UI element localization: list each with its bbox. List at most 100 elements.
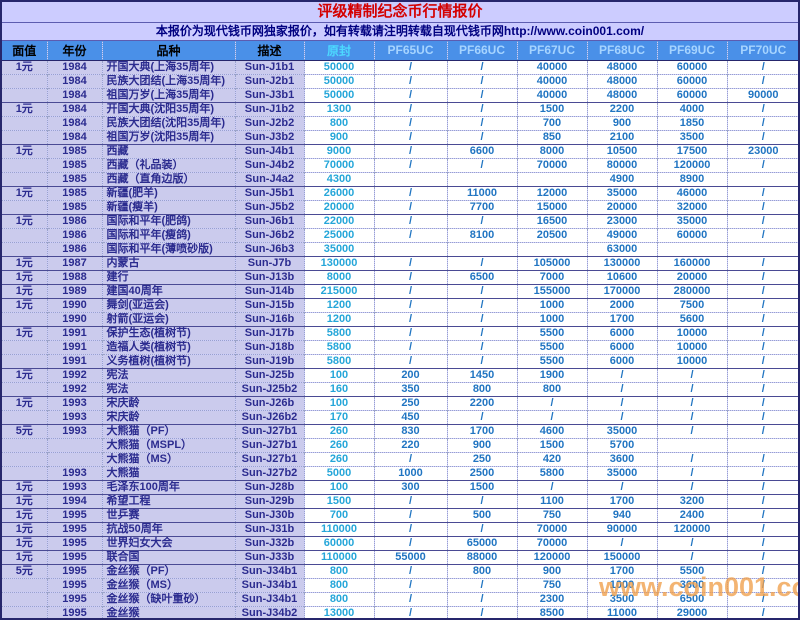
seal-price-cell: 800 xyxy=(303,591,374,606)
year-cell: 1986 xyxy=(46,213,102,228)
pf-price-cell: / xyxy=(446,409,517,424)
pf-price-cell: / xyxy=(373,73,447,88)
variety-cell: 舞剑(亚运会) xyxy=(101,297,235,312)
seal-price-cell: 4300 xyxy=(303,171,374,186)
variety-cell: 大熊猫（MSPL） xyxy=(101,437,235,452)
pf-price-cell: / xyxy=(446,157,517,172)
variety-cell: 宪法 xyxy=(101,367,235,382)
pf-price-cell: / xyxy=(446,283,517,298)
table-header-row: 面值 年份 品种 描述 原封 PF65UC PF66UC PF67UC PF68UC PF69UC… xyxy=(2,41,798,61)
table-row: 1986 国际和平年(薄喷砂版) Sun-J6b3 35000 63000 xyxy=(2,241,798,256)
pf-price-cell: 500 xyxy=(446,507,517,522)
pf-price-cell: 120000 xyxy=(516,549,587,564)
pf-price-cell xyxy=(726,171,798,186)
year-cell: 1992 xyxy=(46,381,102,396)
variety-cell: 民族大团结(沈阳35周年) xyxy=(101,115,235,130)
pf-price-cell: / xyxy=(373,535,447,550)
seal-price-cell: 800 xyxy=(303,563,374,578)
pf-price-cell xyxy=(516,171,587,186)
face-value-cell: 1元 xyxy=(2,395,47,410)
seal-price-cell: 5000 xyxy=(303,465,374,480)
pf-price-cell: / xyxy=(373,227,447,242)
pf-price-cell: 3200 xyxy=(656,493,727,508)
seal-price-cell: 25000 xyxy=(303,227,374,242)
table-row: 1元 1985 新疆(肥羊) Sun-J5b1 26000/11000 12000 3500… xyxy=(2,185,798,200)
variety-cell: 国际和平年(薄喷砂版) xyxy=(101,241,235,256)
pf-price-cell xyxy=(726,241,798,256)
pf-price-cell: / xyxy=(373,143,447,158)
face-value-cell xyxy=(2,115,47,130)
pf-price-cell: / xyxy=(516,479,587,494)
year-cell: 1995 xyxy=(46,577,102,592)
seal-price-cell: 1300 xyxy=(303,101,374,116)
variety-cell: 金丝猴（缺叶重砂） xyxy=(101,591,235,606)
pf-price-cell: / xyxy=(446,605,517,618)
face-value-cell xyxy=(2,157,47,172)
face-value-cell: 1元 xyxy=(2,325,47,340)
variety-cell: 宋庆龄 xyxy=(101,395,235,410)
pf-price-cell: / xyxy=(373,255,447,270)
table-row: 大熊猫（MS） Sun-J27b1 260/250 420 3600// xyxy=(2,451,798,466)
year-cell: 1985 xyxy=(46,185,102,200)
code-cell: Sun-J27b2 xyxy=(234,465,304,480)
pf-price-cell: 88000 xyxy=(446,549,517,564)
pf-price-cell: / xyxy=(446,339,517,354)
year-cell: 1985 xyxy=(46,171,102,186)
pf-price-cell: 11000 xyxy=(586,605,657,618)
year-cell: 1993 xyxy=(46,465,102,480)
year-cell: 1995 xyxy=(46,521,102,536)
pf-price-cell: / xyxy=(726,73,798,88)
face-value-cell: 1元 xyxy=(2,521,47,536)
code-cell: Sun-J27b1 xyxy=(234,451,304,466)
seal-price-cell: 9000 xyxy=(303,143,374,158)
year-cell: 1992 xyxy=(46,367,102,382)
variety-cell: 西藏（礼品装） xyxy=(101,157,235,172)
face-value-cell: 1元 xyxy=(2,185,47,200)
code-cell: Sun-J26b xyxy=(234,395,304,410)
pf-price-cell: 1450 xyxy=(446,367,517,382)
year-cell: 1993 xyxy=(46,395,102,410)
column-header-8: PF67UC xyxy=(516,41,587,61)
table-row: 1元 1986 国际和平年(肥鸽) Sun-J6b1 22000//16500 23000… xyxy=(2,213,798,228)
pf-price-cell: / xyxy=(726,297,798,312)
pf-price-cell: 10000 xyxy=(656,325,727,340)
year-cell: 1995 xyxy=(46,549,102,564)
pf-price-cell xyxy=(373,241,447,256)
seal-price-cell: 800 xyxy=(303,115,374,130)
seal-price-cell: 900 xyxy=(303,129,374,144)
face-value-cell xyxy=(2,577,47,592)
variety-cell: 西藏 xyxy=(101,143,235,158)
pf-price-cell: / xyxy=(373,563,447,578)
pf-price-cell: 6000 xyxy=(586,325,657,340)
pf-price-cell: / xyxy=(446,213,517,228)
pf-price-cell: 300 xyxy=(373,479,447,494)
year-cell: 1984 xyxy=(46,73,102,88)
face-value-cell: 5元 xyxy=(2,423,47,438)
year-cell: 1987 xyxy=(46,255,102,270)
pf-price-cell: / xyxy=(373,101,447,116)
pf-price-cell: 2300 xyxy=(516,591,587,606)
pf-price-cell: 700 xyxy=(516,115,587,130)
year-cell: 1993 xyxy=(46,423,102,438)
table-row: 1992 宪法 Sun-J25b2 160 350 800 800// / xyxy=(2,381,798,396)
column-header-7: PF66UC xyxy=(446,41,517,61)
pf-price-cell: 350 xyxy=(373,381,447,396)
code-cell: Sun-J3b1 xyxy=(234,87,304,102)
pf-price-cell: / xyxy=(656,367,727,382)
pf-price-cell: / xyxy=(446,493,517,508)
table-row: 1元 1990 舞剑(亚运会) Sun-J15b 1200//1000 2000 7500/ xyxy=(2,297,798,312)
pf-price-cell: 8500 xyxy=(516,605,587,618)
table-row: 1元 1995 世乒赛 Sun-J30b 700/500 750 940 2400/ xyxy=(2,507,798,522)
seal-price-cell: 700 xyxy=(303,507,374,522)
pf-price-cell: 8900 xyxy=(656,171,727,186)
pf-price-cell: 940 xyxy=(586,507,657,522)
pf-price-cell: 55000 xyxy=(373,549,447,564)
pf-price-cell: / xyxy=(656,465,727,480)
pf-price-cell: 35000 xyxy=(656,213,727,228)
pf-price-cell: / xyxy=(373,311,447,326)
face-value-cell xyxy=(2,437,47,452)
variety-cell: 新疆(瘦羊) xyxy=(101,199,235,214)
table-row: 1995 金丝猴 Sun-J34b2 13000//8500 11000 29000/ xyxy=(2,605,798,618)
variety-cell: 祖国万岁(上海35周年) xyxy=(101,87,235,102)
